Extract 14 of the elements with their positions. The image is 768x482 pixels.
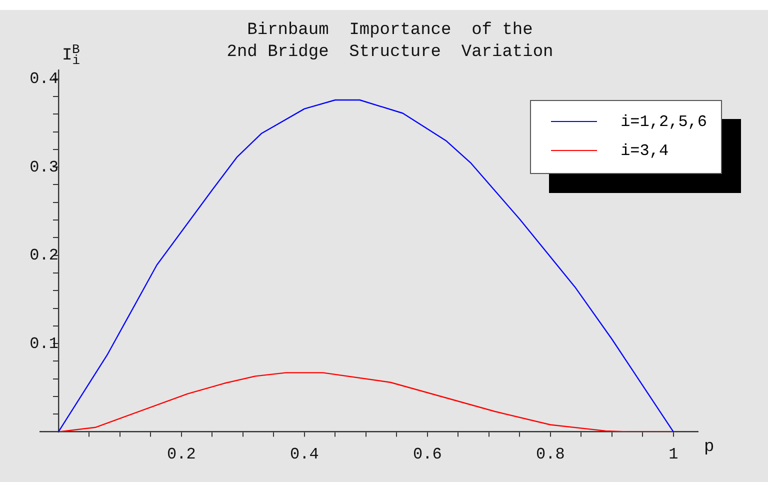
- x-tick-label: 0.4: [290, 446, 319, 464]
- text: Birnbaum Importance of the: [247, 21, 533, 40]
- y-tick-label: 0.2: [30, 246, 58, 265]
- y-tick-label: 0.1: [30, 334, 58, 353]
- x-axis-title: p: [704, 438, 714, 457]
- y-tick-label: 0.4: [30, 70, 58, 88]
- text: 2nd Bridge Structure Variation: [226, 43, 554, 62]
- x-tick-label: 1: [668, 446, 678, 464]
- x-tick-label: 0.2: [167, 446, 196, 464]
- x-tick-label: 0.8: [536, 446, 565, 464]
- legend-label: i=1,2,5,6: [620, 112, 707, 130]
- legend-label: i=3,4: [620, 142, 669, 160]
- y-tick-label: 0.3: [30, 158, 58, 176]
- x-tick-label: 0.6: [413, 446, 442, 464]
